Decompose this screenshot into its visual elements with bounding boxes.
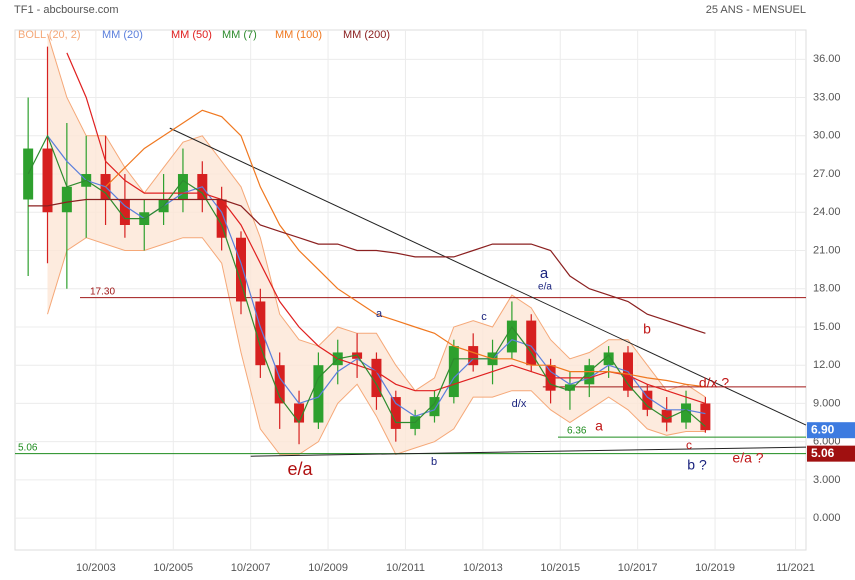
bollinger-lower — [47, 237, 706, 456]
y-tick-label: 3.000 — [813, 474, 841, 486]
candle-body — [294, 403, 305, 423]
candle-body — [274, 365, 285, 404]
bollinger-fill — [47, 33, 706, 455]
x-tick-label: 10/2003 — [76, 562, 116, 574]
y-tick-label: 21.00 — [813, 244, 841, 256]
candle-body — [371, 358, 382, 398]
candle-body — [468, 346, 479, 366]
x-tick-label: 10/2011 — [386, 562, 425, 574]
candle-body — [564, 384, 575, 391]
bollinger-upper — [47, 33, 706, 398]
wave-annotation: c — [686, 438, 692, 452]
wave-annotation: b — [643, 321, 651, 337]
wave-annotation: e/a — [538, 282, 552, 293]
y-tick-label: 12.00 — [813, 359, 841, 371]
candle-body — [119, 199, 130, 225]
candle-body — [603, 352, 614, 366]
moving-average — [28, 198, 706, 334]
moving-average — [105, 109, 706, 388]
y-tick-label: 33.00 — [813, 91, 841, 103]
candle-body — [526, 320, 537, 366]
y-tick-label: 24.00 — [813, 206, 841, 218]
candle-body — [236, 237, 246, 302]
level-label: 5.06 — [18, 442, 38, 453]
candle-body — [177, 174, 188, 200]
level-label: 17.30 — [90, 286, 115, 297]
legend-label: MM (100) — [275, 29, 322, 41]
candle-body — [681, 403, 692, 423]
wave-annotation: c — [481, 311, 487, 323]
y-tick-label: 36.00 — [813, 53, 841, 65]
wave-annotation: d/x — [512, 398, 527, 410]
candle-body — [429, 397, 440, 417]
trendline — [250, 446, 807, 457]
x-tick-label: 11/2021 — [776, 562, 815, 574]
price-tag — [807, 422, 855, 439]
candle-body — [448, 346, 459, 398]
y-tick-label: 15.00 — [813, 321, 841, 333]
candle-body — [642, 390, 653, 410]
legend-label: MM (20) — [102, 29, 143, 41]
candle-body — [661, 409, 672, 423]
candle-body — [255, 301, 266, 366]
candle-body — [700, 403, 711, 431]
candle-body — [61, 186, 72, 213]
candle-body — [216, 199, 227, 238]
wave-annotation: e/a — [287, 459, 313, 479]
candle-body — [23, 148, 34, 200]
level-label: 6.36 — [567, 426, 587, 437]
y-tick-label: 6.000 — [813, 436, 841, 448]
y-tick-label: 27.00 — [813, 168, 841, 180]
plot-frame — [14, 29, 807, 551]
wave-annotation: d/x ? — [699, 375, 730, 391]
wave-annotation: b ? — [687, 457, 707, 473]
candle-body — [313, 365, 324, 423]
price-tag-label: 5.06 — [811, 446, 835, 460]
wave-annotation: e/a ? — [732, 450, 763, 466]
price-tag-label: 6.90 — [811, 422, 835, 436]
candle-body — [42, 148, 53, 213]
y-tick-label: 18.00 — [813, 283, 841, 295]
trendline — [169, 127, 807, 426]
x-tick-label: 10/2005 — [153, 562, 193, 574]
legend-label: MM (50) — [171, 29, 212, 41]
wave-annotation: a — [376, 308, 383, 320]
x-tick-label: 10/2015 — [540, 562, 580, 574]
wave-annotation: b — [431, 456, 437, 468]
moving-average — [27, 134, 706, 427]
x-tick-label: 10/2017 — [618, 562, 658, 574]
x-tick-label: 10/2019 — [695, 562, 735, 574]
candle-body — [390, 397, 401, 429]
wave-annotation: a — [540, 265, 549, 282]
y-tick-label: 9.000 — [813, 397, 841, 409]
y-tick-label: 0.000 — [813, 512, 841, 524]
y-tick-label: 30.00 — [813, 130, 841, 142]
price-tag — [807, 445, 855, 462]
wave-annotation: a — [595, 418, 603, 434]
candle-body — [506, 320, 517, 353]
chart-subtitle: 25 ANS - MENSUEL — [706, 4, 806, 16]
x-tick-label: 10/2007 — [231, 562, 271, 574]
x-tick-label: 10/2013 — [463, 562, 503, 574]
legend-label: MM (200) — [343, 29, 390, 41]
chart-title: TF1 - abcbourse.com — [14, 4, 119, 16]
x-tick-label: 10/2009 — [308, 562, 348, 574]
legend-label: MM (7) — [222, 29, 257, 41]
candle-body — [584, 365, 595, 385]
legend-label: BOLL (20, 2) — [18, 29, 81, 41]
